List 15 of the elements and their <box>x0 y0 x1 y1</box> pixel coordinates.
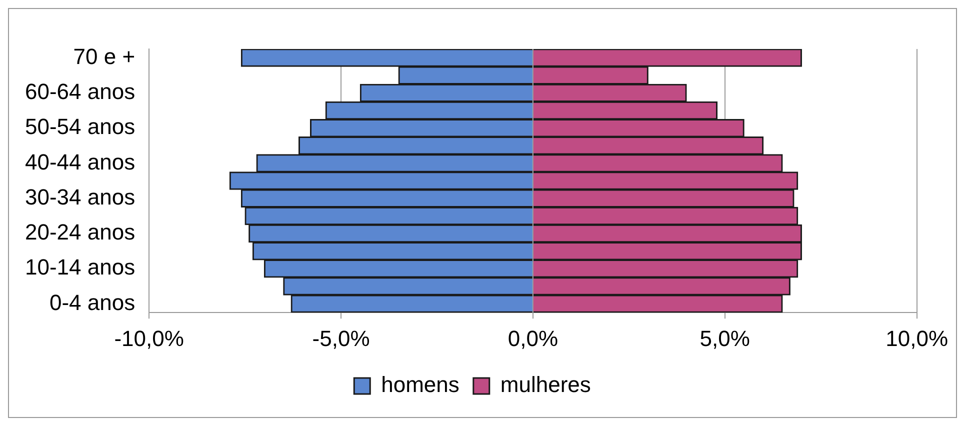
x-tick-label: 5,0% <box>700 326 750 351</box>
y-tick-label: 30-34 anos <box>24 184 136 210</box>
x-tick-label: 10,0% <box>886 326 948 351</box>
y-tick-label: 40-44 anos <box>24 149 136 174</box>
y-tick-label: 20-24 anos <box>24 220 136 245</box>
legend-label: mulheres <box>500 372 591 398</box>
y-tick-label: 50-54 anos <box>24 114 136 140</box>
x-tick-label: -5,0% <box>312 326 370 351</box>
y-tick-label: 60-64 anos <box>24 78 136 104</box>
y-tick-label: 0-4 anos <box>49 290 136 315</box>
x-tick-label: 0,0% <box>508 326 558 351</box>
x-tick-label: -10,0% <box>114 326 184 351</box>
legend-label: homens <box>381 372 460 398</box>
y-tick-label: 70 e + <box>73 44 136 69</box>
y-tick-label: 10-14 anos <box>24 254 136 280</box>
